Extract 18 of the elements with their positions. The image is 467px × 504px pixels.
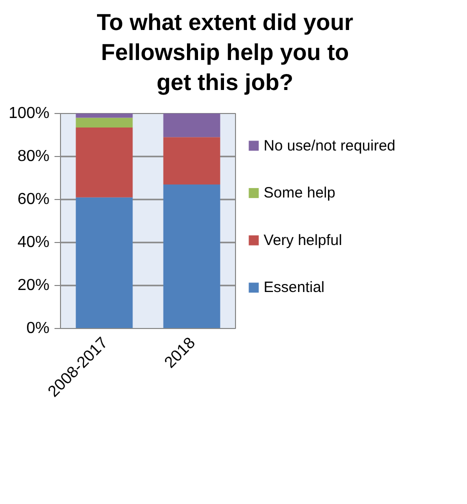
y-tick-label: 80% bbox=[17, 148, 50, 165]
bar bbox=[76, 197, 133, 328]
bar bbox=[163, 184, 220, 328]
legend-label: Some help bbox=[264, 184, 336, 202]
y-tick-label: 20% bbox=[17, 276, 50, 294]
legend-label: Essential bbox=[264, 278, 325, 296]
chart-title: To what extent did your Fellowship help you to get this job? bbox=[96, 8, 354, 97]
legend-label: No use/not required bbox=[264, 136, 396, 154]
bar bbox=[163, 136, 220, 184]
y-tick-label: 0% bbox=[26, 320, 50, 337]
bar bbox=[76, 117, 133, 128]
bar bbox=[76, 127, 133, 198]
legend-label: Very helpful bbox=[264, 232, 342, 249]
y-tick-label: 100% bbox=[8, 104, 50, 122]
y-tick-label: 60% bbox=[17, 190, 50, 208]
bar bbox=[163, 113, 220, 137]
bar bbox=[76, 113, 133, 118]
y-tick-label: 40% bbox=[17, 234, 50, 251]
